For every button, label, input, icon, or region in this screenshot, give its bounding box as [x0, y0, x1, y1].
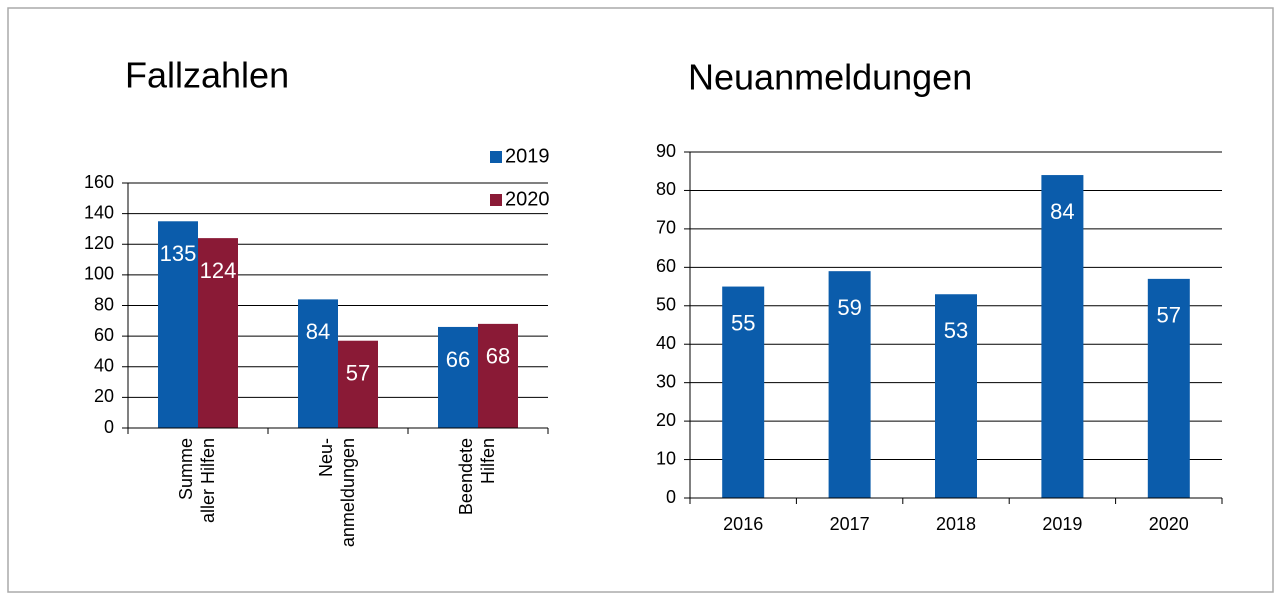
value-label: 124 [200, 258, 237, 283]
legend-label: 2019 [505, 145, 550, 167]
chart-title: Fallzahlen [125, 55, 289, 96]
value-label: 66 [446, 347, 470, 372]
bar [198, 238, 238, 428]
legend-swatch [490, 194, 502, 206]
y-tick-label: 140 [84, 202, 114, 222]
legend-swatch [490, 151, 502, 163]
value-label: 84 [1050, 199, 1074, 224]
y-tick-label: 50 [656, 295, 676, 315]
x-tick-label: Beendete Hilfen [456, 438, 498, 515]
x-tick-label-line: Hilfen [478, 438, 498, 484]
x-tick-label: Neu-anmeldungen [316, 438, 358, 547]
legend-label: 2020 [505, 188, 550, 210]
value-label: 57 [346, 361, 370, 386]
bar [722, 286, 765, 498]
y-tick-label: 40 [94, 356, 114, 376]
bar [1147, 278, 1190, 498]
x-tick-label: 2017 [830, 514, 870, 534]
y-tick-label: 100 [84, 264, 114, 284]
value-label: 135 [160, 241, 197, 266]
x-tick-label: Summe aller Hilfen [176, 438, 218, 523]
y-tick-label: 90 [656, 141, 676, 161]
y-tick-label: 80 [656, 179, 676, 199]
y-tick-label: 20 [656, 410, 676, 430]
value-label: 68 [486, 344, 510, 369]
chart-title: Neuanmeldungen [688, 57, 972, 98]
y-tick-label: 60 [656, 256, 676, 276]
x-tick-label-line: aller Hilfen [198, 438, 218, 523]
value-label: 55 [731, 310, 755, 335]
bar [338, 340, 378, 428]
y-tick-label: 20 [94, 386, 114, 406]
y-tick-label: 80 [94, 294, 114, 314]
y-tick-label: 0 [666, 487, 676, 507]
bar [158, 221, 198, 428]
value-label: 57 [1157, 303, 1181, 328]
x-tick-label-line: Beendete [456, 438, 476, 515]
bar [828, 271, 871, 498]
y-tick-label: 0 [104, 417, 114, 437]
x-tick-label: 2019 [1042, 514, 1082, 534]
value-label: 84 [306, 319, 330, 344]
x-tick-label: 2020 [1149, 514, 1189, 534]
bar [298, 299, 338, 428]
x-tick-label-line: Neu- [316, 438, 336, 477]
y-tick-label: 30 [656, 371, 676, 391]
value-label: 59 [837, 295, 861, 320]
x-tick-label: 2018 [936, 514, 976, 534]
bar [935, 294, 977, 498]
y-tick-label: 160 [84, 172, 114, 192]
y-tick-label: 60 [94, 325, 114, 345]
y-tick-label: 120 [84, 233, 114, 253]
bar [438, 326, 478, 428]
x-tick-label-line: anmeldungen [338, 438, 358, 547]
x-tick-label-line: Summe [176, 438, 196, 500]
bar [478, 323, 518, 428]
y-tick-label: 40 [656, 333, 676, 353]
y-tick-label: 70 [656, 218, 676, 238]
value-label: 53 [944, 318, 968, 343]
x-tick-label: 2016 [723, 514, 763, 534]
y-tick-label: 10 [656, 448, 676, 468]
bar [1041, 175, 1084, 499]
